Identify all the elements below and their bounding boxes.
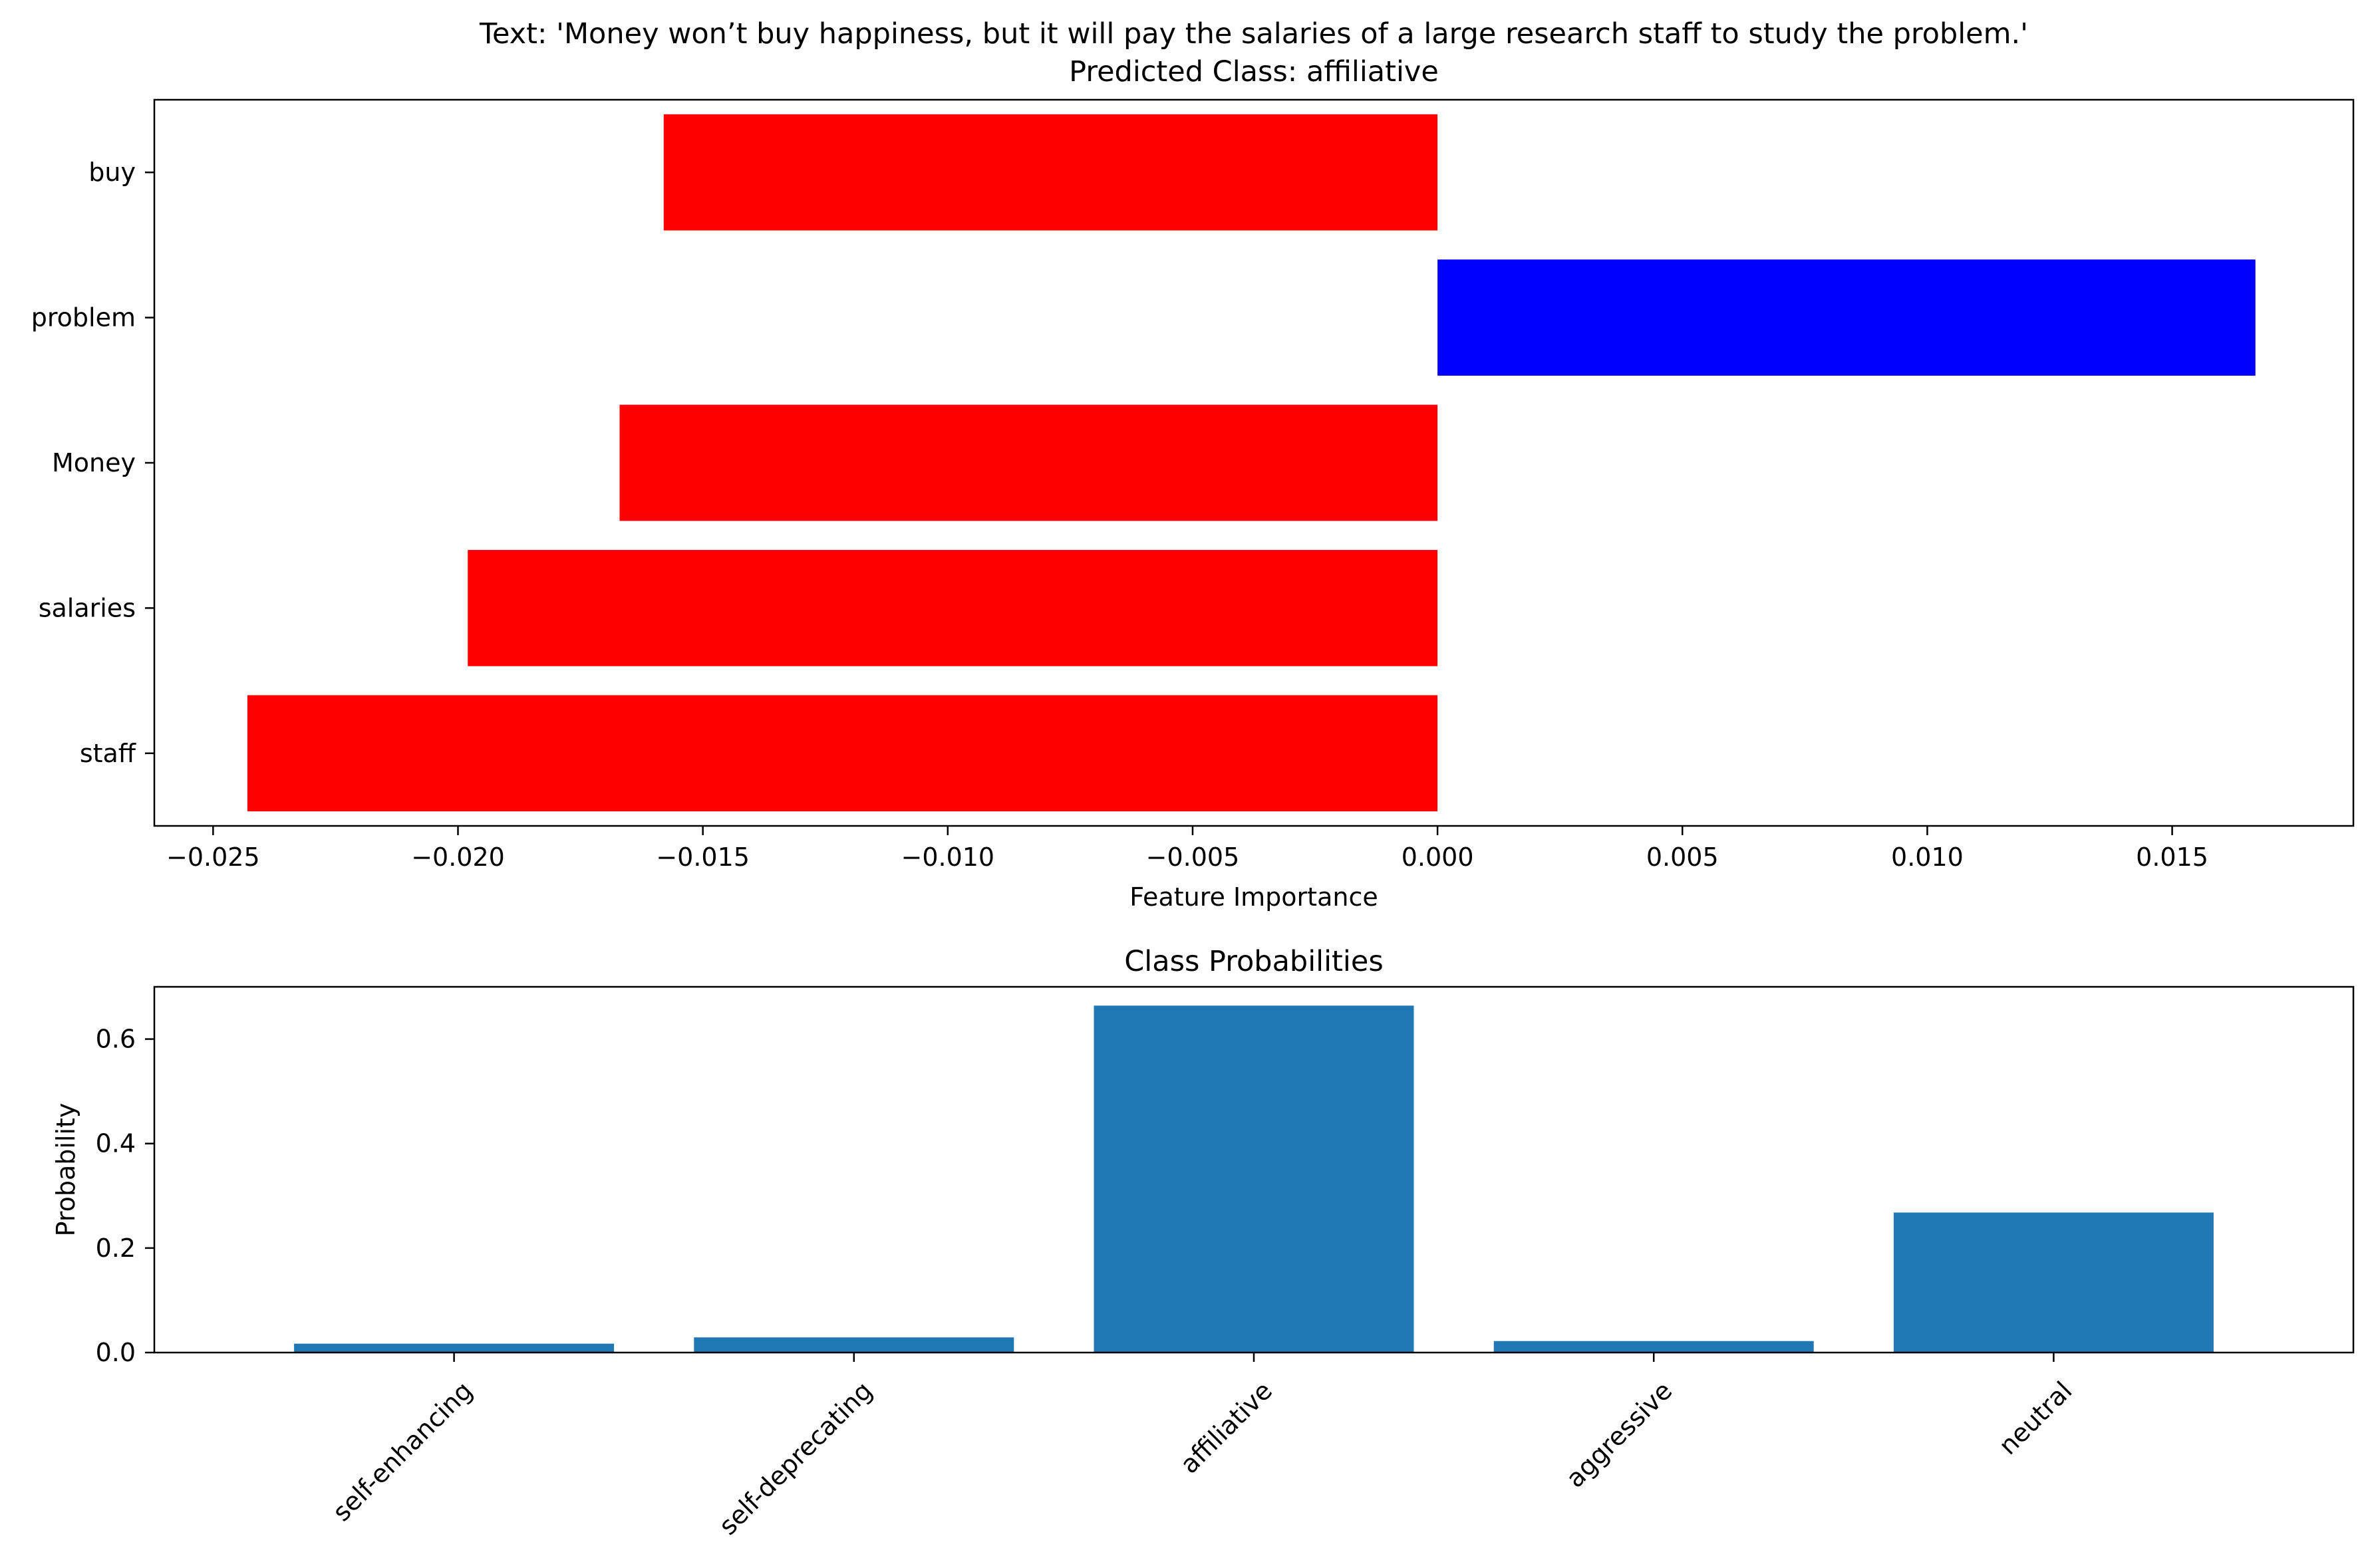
importance-bar-money — [619, 404, 1438, 521]
x-tick-label: −0.020 — [411, 843, 505, 872]
class-probability-bars — [294, 1005, 2214, 1353]
feature-importance-y-ticks: staff salaries Money problem buy — [31, 158, 154, 768]
y-tick-label-salaries: salaries — [39, 593, 136, 622]
importance-bar-problem — [1437, 259, 2256, 376]
importance-bar-staff — [247, 695, 1438, 812]
x-tick-label: 0.005 — [1646, 843, 1719, 872]
x-tick-label: −0.025 — [166, 843, 260, 872]
x-tick-label: 0.010 — [1891, 843, 1964, 872]
feature-importance-x-ticks: −0.025 −0.020 −0.015 −0.010 −0.005 0.000 0.005… — [166, 826, 2208, 872]
importance-bar-buy — [663, 114, 1438, 231]
x-tick-label: 0.000 — [1402, 843, 1474, 872]
predicted-class-subtitle: Predicted Class: affiliative — [1069, 55, 1439, 88]
y-tick-label-money: Money — [52, 448, 136, 477]
feature-importance-title: Text: 'Money won’t buy happiness, but it… — [479, 17, 2028, 51]
y-tick-label-staff: staff — [80, 739, 136, 768]
probability-bar-self-enhancing — [294, 1343, 615, 1353]
probability-bar-self-deprecating — [694, 1337, 1014, 1353]
feature-importance-panel: Text: 'Money won’t buy happiness, but it… — [31, 17, 2355, 912]
y-tick-label-buy: buy — [88, 158, 136, 187]
class-probabilities-title: Class Probabilities — [1124, 945, 1383, 978]
probability-bar-neutral — [1893, 1212, 2214, 1353]
y-tick-label: 0.6 — [96, 1025, 136, 1054]
feature-importance-bars — [247, 114, 2256, 812]
y-tick-label: 0.2 — [96, 1234, 136, 1263]
feature-importance-x-axis-label: Feature Importance — [1129, 882, 1378, 912]
y-tick-label-problem: problem — [31, 303, 136, 332]
class-probabilities-y-axis-label: Probability — [51, 1103, 80, 1237]
x-tick-label: −0.005 — [1146, 843, 1240, 872]
y-tick-label: 0.0 — [96, 1338, 136, 1367]
importance-bar-salaries — [468, 550, 1438, 666]
feature-importance-axes-frame — [153, 98, 2355, 827]
x-tick-label: −0.010 — [901, 843, 994, 872]
x-tick-label: −0.015 — [656, 843, 750, 872]
probability-bar-aggressive — [1493, 1341, 1814, 1353]
y-tick-label: 0.4 — [96, 1129, 136, 1158]
x-tick-label: 0.015 — [2136, 843, 2208, 872]
class-probability-y-ticks: 0.0 0.2 0.4 0.6 — [96, 1025, 154, 1367]
class-probabilities-axes-frame — [153, 985, 2355, 1354]
probability-bar-affiliative — [1094, 1005, 1414, 1353]
